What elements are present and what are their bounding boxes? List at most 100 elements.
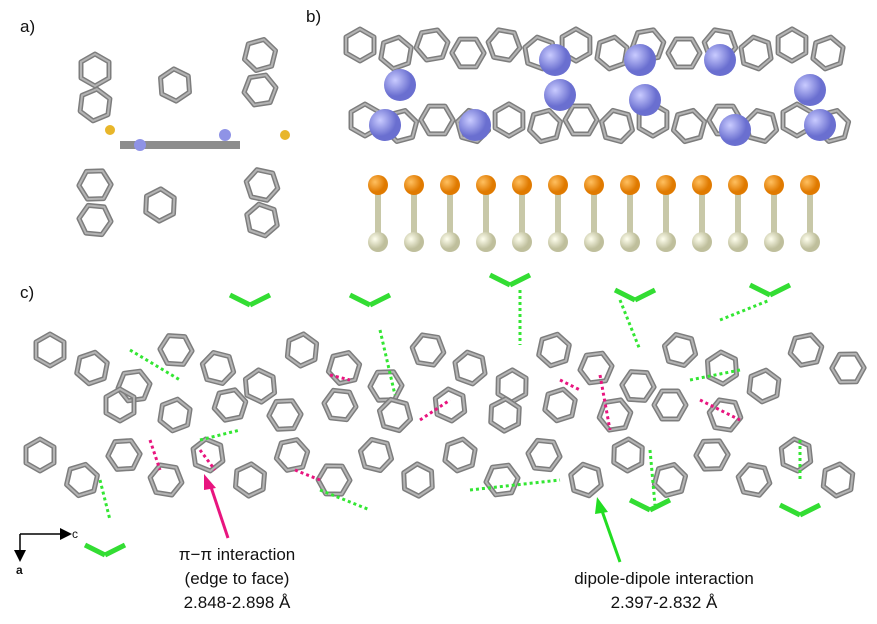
pointer-arrow — [595, 497, 608, 514]
ring — [357, 438, 395, 473]
atom — [620, 175, 640, 195]
ring — [139, 185, 180, 224]
panel-label: b) — [306, 7, 321, 26]
atom — [105, 125, 115, 135]
ring — [668, 105, 710, 147]
bond — [750, 285, 770, 295]
atom — [624, 44, 656, 76]
bond — [105, 545, 125, 555]
ring — [598, 108, 636, 143]
atom — [368, 232, 388, 252]
annotation: 2.848-2.898 Å — [184, 593, 291, 612]
annotation: 2.397-2.832 Å — [611, 593, 718, 612]
annotation: π−π interaction — [179, 545, 296, 564]
ring — [540, 387, 579, 424]
ring — [692, 434, 732, 475]
ring — [75, 164, 115, 205]
ring — [145, 459, 187, 501]
ring — [410, 334, 446, 367]
bond — [770, 285, 790, 295]
atom — [804, 109, 836, 141]
ring — [370, 371, 403, 400]
ring — [159, 397, 192, 433]
ring — [736, 34, 776, 71]
ring — [448, 32, 488, 74]
ring — [156, 329, 197, 371]
atom — [620, 232, 640, 252]
atom — [404, 232, 424, 252]
ring — [325, 351, 362, 385]
ring — [775, 434, 817, 475]
contact — [380, 330, 395, 395]
ring — [187, 434, 229, 476]
ring — [668, 39, 700, 67]
atom — [728, 232, 748, 252]
atom — [544, 79, 576, 111]
axis-label: a — [16, 563, 23, 577]
contact — [100, 480, 110, 520]
bond — [650, 500, 670, 510]
ring — [36, 334, 64, 366]
bond — [230, 295, 250, 305]
bond — [615, 290, 635, 300]
atom — [800, 175, 820, 195]
pointer-arrow — [601, 508, 620, 562]
atom — [384, 69, 416, 101]
atom — [476, 175, 496, 195]
ring — [807, 32, 850, 74]
atom — [656, 175, 676, 195]
ring — [748, 368, 780, 403]
ring — [484, 395, 525, 434]
ring — [483, 24, 525, 67]
atom — [800, 232, 820, 252]
contact — [150, 440, 160, 470]
ring — [575, 347, 617, 389]
ring — [707, 351, 737, 385]
panel-label: c) — [20, 283, 34, 302]
pointer-arrow — [204, 474, 216, 490]
ring — [265, 394, 304, 435]
ring — [104, 434, 143, 475]
ring — [597, 399, 633, 432]
atom — [764, 175, 784, 195]
ring — [526, 108, 564, 143]
atom — [440, 232, 460, 252]
atom — [539, 44, 571, 76]
ring — [662, 331, 697, 369]
annotation: (edge to face) — [185, 569, 290, 588]
atom — [280, 130, 290, 140]
ring — [243, 36, 278, 74]
atom — [764, 232, 784, 252]
bond — [630, 500, 650, 510]
figure: a) b) c) c a π−π interaction (edge to fa… — [0, 0, 877, 624]
bond — [800, 505, 820, 515]
pointer-arrow — [210, 484, 228, 538]
ring — [429, 384, 471, 425]
ring — [613, 439, 642, 472]
ring — [450, 349, 490, 386]
ring — [771, 25, 813, 65]
ring — [439, 434, 482, 476]
ring — [273, 438, 310, 472]
atom — [404, 175, 424, 195]
bond — [510, 275, 530, 285]
ring — [828, 347, 868, 389]
ring — [481, 459, 523, 501]
ring — [79, 87, 111, 122]
ring — [212, 385, 249, 424]
atom — [548, 175, 568, 195]
ring — [379, 35, 412, 71]
atom — [548, 232, 568, 252]
ring — [652, 461, 687, 499]
bond — [85, 545, 105, 555]
ring — [154, 64, 196, 105]
ring — [417, 99, 457, 141]
contact — [200, 430, 240, 440]
ring — [707, 399, 743, 432]
atom — [629, 84, 661, 116]
ring — [75, 350, 109, 387]
bond — [250, 295, 270, 305]
contact — [620, 300, 640, 350]
ring — [26, 439, 54, 471]
atom — [476, 232, 496, 252]
